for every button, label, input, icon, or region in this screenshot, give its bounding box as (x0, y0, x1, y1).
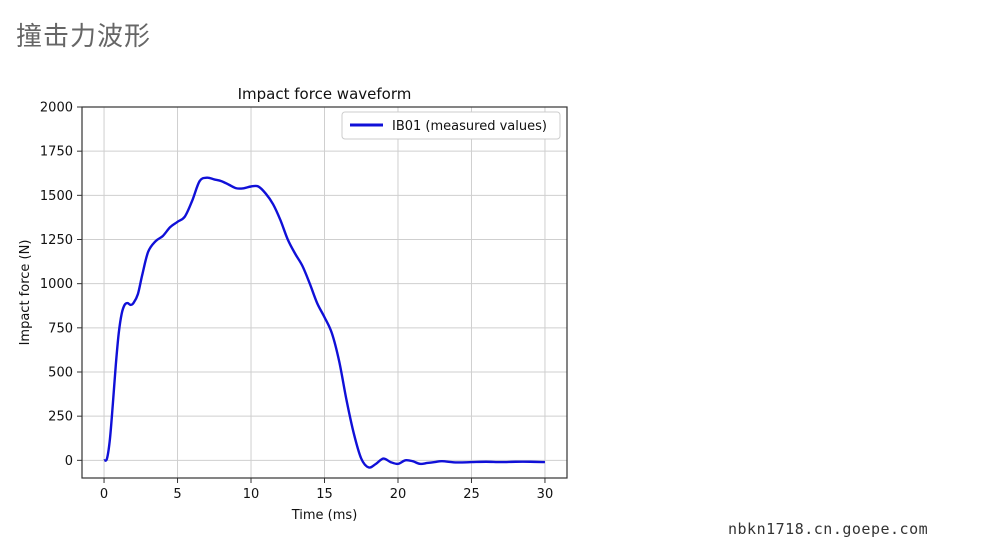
x-tick-label: 5 (173, 487, 181, 502)
x-axis-label: Time (ms) (291, 508, 358, 523)
x-tick-label: 25 (463, 487, 480, 502)
y-tick-label: 750 (48, 321, 73, 336)
y-tick-label: 1750 (40, 145, 73, 160)
x-tick-label: 10 (243, 487, 260, 502)
page-title: 撞击力波形 (16, 22, 152, 52)
chart-container: 0 5 10 15 20 25 30 0 250 500 750 1000 1250 1500 1750 20… (0, 70, 600, 540)
x-tick-label: 0 (100, 487, 108, 502)
y-tick-label: 1250 (40, 233, 73, 248)
y-tick-label: 0 (65, 454, 73, 469)
series-layer (103, 176, 545, 469)
y-tick-label: 250 (48, 410, 73, 425)
chart-title: Impact force waveform (238, 85, 412, 103)
y-tick-label: 1000 (40, 277, 73, 292)
legend-box (341, 111, 561, 140)
y-axis-label: Impact force (N) (18, 240, 33, 346)
x-tick-label: 15 (316, 487, 333, 502)
axis-ticks: 0 5 10 15 20 25 30 0 250 500 750 1000 1250 1500 1750 20… (40, 101, 553, 503)
y-tick-label: 1500 (40, 189, 73, 204)
grid-lines (82, 107, 567, 478)
legend-label: IB01 (measured values) (392, 119, 547, 134)
series-line (103, 176, 545, 469)
site-watermark: nbkn1718.cn.goepe.com (728, 520, 929, 538)
impact-force-chart: 0 5 10 15 20 25 30 0 250 500 750 1000 1250 1500 1750 20… (18, 85, 568, 523)
y-tick-label: 500 (48, 366, 73, 381)
x-tick-label: 20 (390, 487, 407, 502)
y-tick-label: 2000 (40, 101, 73, 116)
chart-legend: IB01 (measured values) (341, 111, 561, 140)
x-tick-label: 30 (537, 487, 554, 502)
